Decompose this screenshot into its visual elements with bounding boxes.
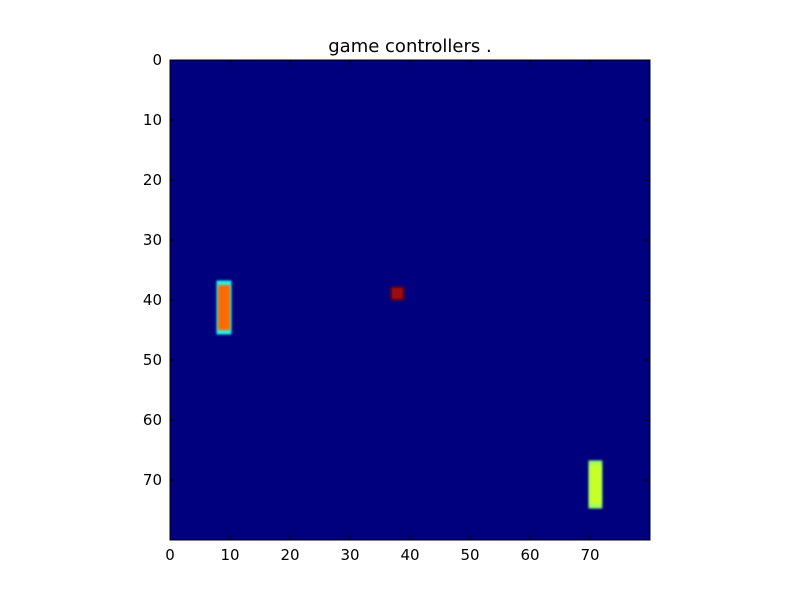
y-tick-label: 20 [143, 171, 162, 189]
y-tick-label: 40 [143, 291, 162, 309]
x-tick-label: 70 [580, 546, 599, 564]
y-tick-label: 70 [143, 471, 162, 489]
right-paddle [590, 465, 601, 504]
x-tick-label: 20 [280, 546, 299, 564]
x-tick-label: 30 [340, 546, 359, 564]
y-tick-label: 50 [143, 351, 162, 369]
figure-title: game controllers . [328, 36, 492, 57]
ball [392, 288, 403, 299]
x-tick-label: 50 [460, 546, 479, 564]
y-tick-label: 10 [143, 111, 162, 129]
y-tick-label: 0 [152, 51, 162, 69]
frame-background [170, 60, 650, 540]
left-paddle [218, 285, 230, 330]
x-tick-label: 0 [165, 546, 175, 564]
x-tick-label: 40 [400, 546, 419, 564]
x-tick-label: 10 [220, 546, 239, 564]
y-tick-label: 60 [143, 411, 162, 429]
y-tick-label: 30 [143, 231, 162, 249]
x-tick-label: 60 [520, 546, 539, 564]
